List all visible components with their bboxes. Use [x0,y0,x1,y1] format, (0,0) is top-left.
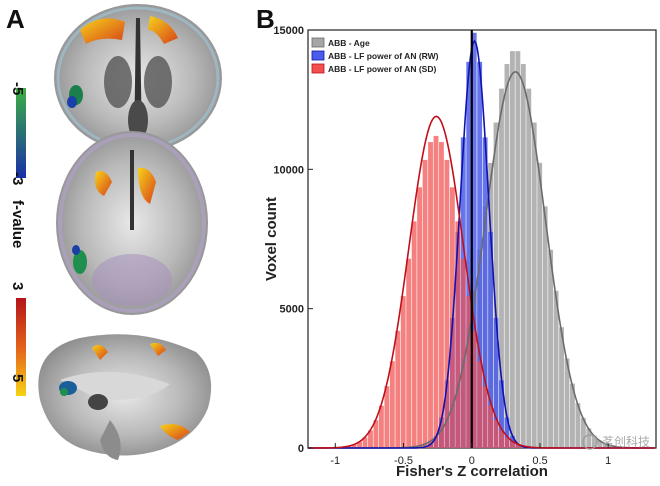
x-tick-label: -1 [330,455,340,467]
hist-bar-age [602,443,608,448]
hist-bar-age [591,435,597,448]
hist-bar-sd [471,330,477,448]
hist-bar-age [586,428,592,448]
hist-bar-sd [499,430,504,448]
hist-bar-age [504,64,510,448]
legend-label: ABB - Age [328,38,370,48]
y-tick-label: 5000 [280,304,304,316]
hist-bar-rw [482,137,488,448]
y-tick-label: 0 [298,443,304,455]
hist-bar-age [537,162,543,448]
hist-bar-sd [378,405,384,448]
hist-bar-sd [455,221,461,448]
hist-bar-age [564,358,570,448]
hist-bar-sd [477,361,483,448]
coronal-slice [54,4,222,152]
hist-bar-sd [466,296,472,448]
hist-bar-rw [493,317,499,448]
x-tick-label: 1 [605,455,611,467]
legend-label: ABB - LF power of AN (RW) [328,51,439,61]
colorbar-negative [16,88,26,178]
hist-bar-sd [400,296,406,448]
hist-bar-sd [433,135,439,449]
watermark-text: 茗创科技 [602,435,650,449]
hist-bar-sd [395,330,401,448]
colorbar-positive [16,298,26,396]
hist-bar-age [520,64,526,448]
legend-swatch [311,50,325,61]
watermark-icon [582,434,598,450]
hist-bar-rw [466,61,472,448]
legend-box [310,34,452,78]
colorbar-tick-3: 3 [9,282,26,291]
hist-bar-age [509,51,515,449]
colorbar [16,88,26,396]
hist-bar-sd [488,405,493,448]
colorbar-title: f-value [9,200,26,249]
legend-label: ABB - LF power of AN (SD) [328,64,436,74]
brain-slices [38,4,222,460]
hist-bar-rw [504,417,510,448]
colorbar-tick-neg5: -5 [9,82,26,96]
hist-bar-age [499,88,504,449]
hist-bar-age [597,440,603,448]
colorbar-tick-neg3: -3 [9,172,26,186]
hist-bar-sd [357,441,362,448]
y-tick-label: 15000 [273,25,304,37]
hist-bar-sd [346,446,352,448]
hist-bar-sd [362,437,368,448]
x-tick-label: 0.5 [532,455,547,467]
fit-curve-sd [308,115,655,449]
hist-bar-sd [373,420,379,448]
hist-bar-sd [422,159,428,449]
hist-bar-age [575,403,581,448]
histogram-chart: -1 -0.5 0 0.5 1 0 5000 10000 15000 Fisher's Z cor… [263,25,657,480]
x-axis-label: Fisher's Z correlation [396,463,548,480]
legend-swatch [311,63,325,74]
hist-bar-sd [368,430,373,448]
hist-bar-age [559,327,564,448]
colorbar-tick-5: 5 [9,374,26,383]
legend-swatch [311,37,325,48]
y-tick-label: 10000 [273,164,304,176]
sagittal-slice [38,334,212,460]
hist-bar-rw [477,61,483,448]
brain-panel [0,0,230,481]
hist-bar-age [493,122,499,448]
hist-bar-age [553,290,559,448]
hist-bar-sd [504,437,510,448]
hist-bar-sd [444,159,450,449]
hist-bar-sd [384,386,390,448]
hist-bar-sd [439,142,444,448]
hist-bar-age [548,249,554,448]
hist-bar-sd [389,361,395,448]
hist-bar-age [531,122,537,448]
hist-bar-age [608,445,614,448]
y-axis-label: Voxel count [263,197,280,281]
panel-b-label: B [256,4,275,34]
hist-bar-age [580,417,586,448]
panel-a-label: A [6,4,25,34]
hist-bar-sd [493,420,499,448]
hist-bar-sd [482,386,488,448]
x-tick-label: -0.5 [394,455,413,467]
axial-slice [56,131,208,315]
hist-bar-age [515,51,521,449]
hist-bar-sd [406,258,412,448]
hist-bar-rw [471,32,477,448]
x-tick-label: 0 [469,455,475,467]
hist-bar-sd [460,258,466,448]
hist-bar-age [526,88,532,449]
hist-bar-sd [428,142,433,448]
hist-bar-rw [499,380,504,448]
hist-bar-age [542,206,548,448]
hist-bar-rw [488,231,493,448]
hist-bar-age [570,383,575,448]
hist-bar-sd [509,441,515,448]
hist-bar-sd [515,444,521,448]
hist-bar-sd [417,187,423,449]
hist-bar-sd [351,444,357,448]
hist-bar-sd [411,221,417,448]
